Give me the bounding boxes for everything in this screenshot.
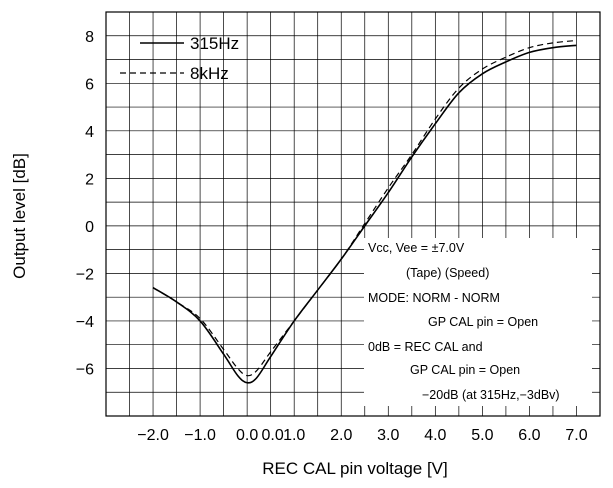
y-tick-label: 0 — [85, 219, 94, 236]
x-tick-label: 5.0 — [471, 427, 493, 444]
x-tick-label: 4.0 — [424, 427, 446, 444]
annotation-line-1: Vcc, Vee = ±7.0V — [368, 241, 465, 255]
y-axis-label: Output level [dB] — [10, 153, 29, 279]
annotation-background — [364, 238, 592, 406]
y-tick-label: −6 — [76, 361, 94, 378]
x-tick-label: −2.0 — [137, 427, 169, 444]
annotation-block: Vcc, Vee = ±7.0V (Tape) (Speed) MODE: NO… — [364, 238, 592, 406]
x-tick-labels: −2.0 −1.0 0.0 0.0 1.0 2.0 3.0 4.0 5.0 6.0 7.0 — [137, 427, 587, 444]
y-tick-label: 8 — [85, 29, 94, 46]
legend: 315Hz 8kHz — [120, 34, 239, 83]
y-tick-label: −2 — [76, 266, 94, 283]
y-tick-label: 4 — [85, 124, 94, 141]
x-tick-label: −1.0 — [184, 427, 216, 444]
y-tick-labels: 8 6 4 2 0 −2 −4 −6 — [76, 29, 94, 379]
y-tick-label: 6 — [85, 76, 94, 93]
plot-frame — [105, 11, 601, 417]
x-tick-label: 0.0 — [236, 427, 258, 444]
x-tick-label: 1.0 — [283, 427, 305, 444]
legend-label-8khz: 8kHz — [190, 64, 229, 83]
annotation-line-7: −20dB (at 315Hz,−3dBv) — [422, 388, 560, 402]
y-tick-label: −4 — [76, 314, 94, 331]
x-tick-label: 0.0 — [262, 427, 284, 444]
x-tick-label: 2.0 — [330, 427, 352, 444]
y-tick-label: 2 — [85, 171, 94, 188]
annotation-line-3: MODE: NORM - NORM — [368, 291, 500, 305]
legend-label-315hz: 315Hz — [190, 34, 239, 53]
annotation-line-6: GP CAL pin = Open — [410, 363, 520, 377]
series-layer — [152, 39, 577, 384]
x-tick-label: 7.0 — [565, 427, 587, 444]
x-tick-label: 6.0 — [518, 427, 540, 444]
annotation-line-5: 0dB = REC CAL and — [368, 340, 483, 354]
x-axis-label: REC CAL pin voltage [V] — [262, 459, 448, 478]
series-line-8khz — [152, 39, 577, 377]
annotation-line-4: GP CAL pin = Open — [428, 315, 538, 329]
annotation-line-2: (Tape) (Speed) — [406, 266, 489, 280]
x-tick-label: 3.0 — [377, 427, 399, 444]
